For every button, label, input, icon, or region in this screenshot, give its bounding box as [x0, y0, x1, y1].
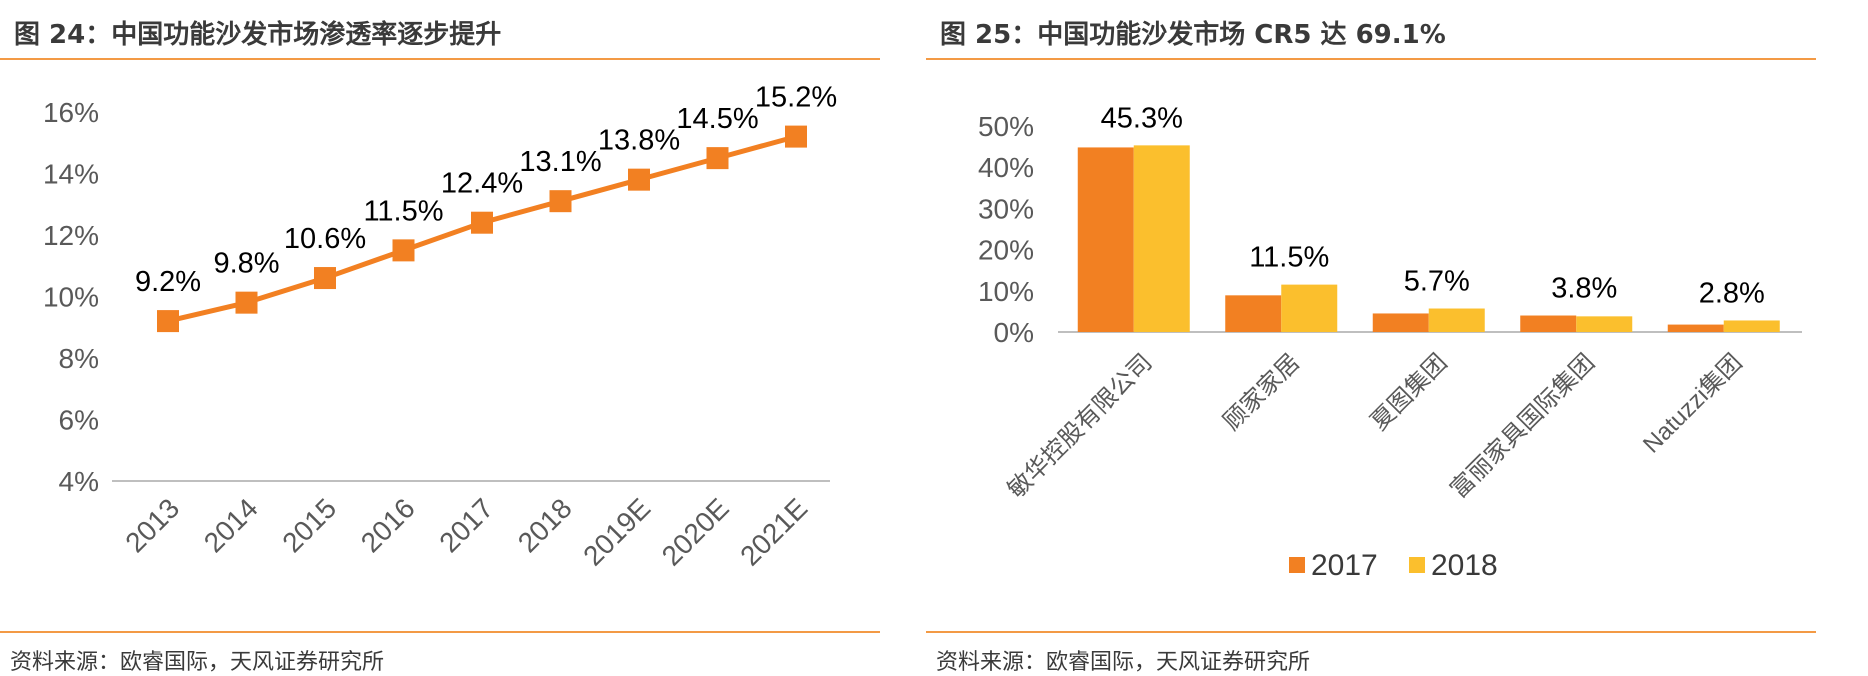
data-point-marker [314, 267, 336, 290]
x-tick-label: 2017 [433, 492, 499, 558]
source-rule [0, 631, 880, 633]
data-label: 3.8% [1551, 273, 1617, 305]
x-tick-label: 2021E [734, 492, 813, 571]
data-label: 14.5% [676, 103, 758, 135]
bar-2017 [1077, 147, 1134, 332]
data-label: 10.6% [284, 223, 366, 255]
category-label: 敏华控股有限公司 [1003, 349, 1158, 504]
data-label: 9.2% [135, 266, 201, 298]
title-rule [0, 58, 880, 60]
right-figure-panel: 图 25：中国功能沙发市场 CR5 达 69.1% 0% 10% 20% 30% 40%… [926, 0, 1816, 675]
x-tick-label: 2013 [119, 492, 185, 558]
data-point-marker [392, 239, 415, 262]
figure-24-title: 图 24：中国功能沙发市场渗透率逐步提升 [14, 20, 502, 50]
bar-2018 [1133, 145, 1190, 332]
cr5-bar-chart: 0% 10% 20% 30% 40% 50% 45.3% 敏华控股有限公司 11.5% 顾家家居 5… [978, 102, 1802, 582]
title-rule [926, 58, 1816, 60]
left-figure-panel: 图 24：中国功能沙发市场渗透率逐步提升 4% 6% 8% 10% 12% 14% 16% 2… [0, 0, 880, 675]
x-tick-label: 2018 [512, 492, 578, 558]
data-label: 9.8% [213, 248, 279, 280]
data-point-marker [157, 310, 179, 333]
data-point-marker [235, 291, 258, 314]
bar-2018 [1576, 316, 1633, 332]
y-tick-label: 10% [978, 276, 1034, 307]
y-tick-label: 8% [59, 343, 99, 374]
data-label: 13.8% [598, 125, 680, 157]
bar-2018 [1428, 308, 1485, 332]
x-tick-label: 2020E [656, 492, 735, 571]
x-tick-label: 2019E [577, 492, 656, 571]
data-label: 15.2% [755, 82, 837, 114]
y-tick-label: 0% [994, 317, 1034, 348]
figure-25-source: 资料来源：欧睿国际，天风证券研究所 [936, 650, 1311, 675]
x-tick-label: 2016 [355, 492, 421, 558]
legend-label: 2018 [1431, 549, 1498, 582]
category-label: Natuzzi集团 [1638, 349, 1748, 459]
category-label: 顾家家居 [1218, 349, 1305, 436]
bar-2017 [1372, 313, 1429, 332]
chart-legend: 2017 2018 [1289, 549, 1498, 582]
x-tick-label: 2015 [276, 492, 342, 558]
y-tick-label: 10% [43, 282, 99, 313]
data-label: 2.8% [1699, 277, 1765, 309]
data-point-marker [706, 147, 729, 170]
bar-2017 [1667, 324, 1724, 332]
y-tick-label: 50% [978, 111, 1034, 142]
x-tick-label: 2014 [198, 492, 264, 558]
y-tick-label: 4% [59, 466, 99, 497]
legend-label: 2017 [1311, 549, 1378, 582]
y-tick-label: 14% [43, 159, 99, 190]
y-tick-label: 20% [978, 235, 1034, 266]
y-tick-label: 12% [43, 220, 99, 251]
category-label: 富丽家具国际集团 [1445, 349, 1600, 504]
data-label: 11.5% [363, 195, 443, 227]
y-tick-label: 6% [59, 405, 99, 436]
penetration-line-chart: 4%6%8%10%12%14%16%2013 2014 2015 2016 2017 20… [43, 82, 837, 572]
y-tick-label: 40% [978, 152, 1034, 183]
data-label: 13.1% [519, 146, 601, 178]
bar-2018 [1723, 320, 1780, 332]
figure-25-title: 图 25：中国功能沙发市场 CR5 达 69.1% [940, 20, 1446, 50]
bar-2017 [1520, 315, 1577, 332]
data-point-marker [785, 125, 807, 148]
legend-swatch [1289, 557, 1305, 573]
figure-24-source: 资料来源：欧睿国际，天风证券研究所 [10, 650, 385, 675]
data-label: 12.4% [441, 168, 523, 200]
source-rule [926, 631, 1816, 633]
data-point-marker [471, 211, 493, 234]
bar-2018 [1281, 284, 1338, 332]
data-point-marker [549, 190, 572, 213]
bar-2017 [1225, 295, 1282, 332]
legend-swatch [1409, 557, 1425, 573]
y-tick-label: 30% [978, 193, 1034, 224]
data-point-marker [628, 168, 650, 191]
y-tick-label: 16% [43, 97, 99, 128]
category-label: 夏图集团 [1366, 349, 1453, 436]
data-label: 45.3% [1101, 102, 1183, 134]
data-label: 5.7% [1404, 266, 1470, 298]
data-label: 11.5% [1249, 242, 1329, 274]
